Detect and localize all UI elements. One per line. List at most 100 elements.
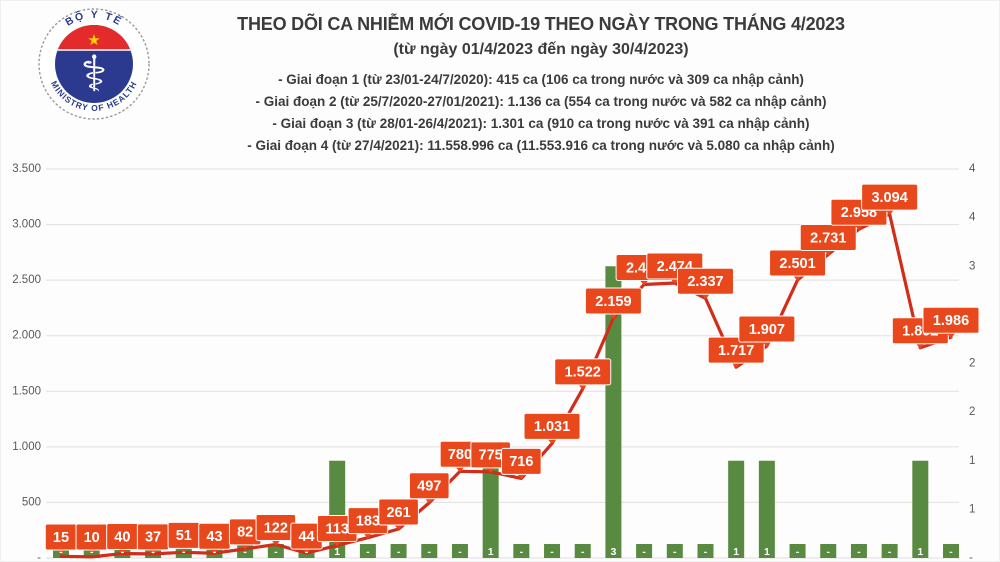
cases-label-day-16: 716 bbox=[509, 454, 533, 470]
bar-day-15 bbox=[482, 460, 499, 558]
cases-label-day-26: 2.731 bbox=[810, 230, 846, 246]
bar-label-day-4: - bbox=[151, 546, 155, 558]
bar-label-day-22: - bbox=[704, 546, 708, 558]
label-box-day-13 bbox=[408, 472, 450, 500]
cases-label-day-19: 2.159 bbox=[595, 294, 631, 310]
bar-day-20 bbox=[636, 544, 653, 558]
bar-label-day-2: - bbox=[90, 546, 94, 558]
cases-label-day-23: 1.717 bbox=[718, 343, 754, 359]
cases-label-day-22: 2.337 bbox=[687, 274, 723, 290]
bar-label-day-21: - bbox=[673, 546, 677, 558]
bar-label-day-30: - bbox=[949, 546, 953, 558]
bar-label-day-15: 1 bbox=[488, 546, 494, 558]
cases-label-day-17: 1.031 bbox=[534, 419, 570, 435]
bar-label-day-9: - bbox=[305, 546, 309, 558]
bar-label-day-17: - bbox=[550, 546, 554, 558]
bar-day-28 bbox=[881, 544, 898, 558]
phase-4-line: - Giai đoạn 4 (từ 27/4/2021): 11.558.996… bbox=[247, 138, 835, 153]
left-axis-tick: 3.500 bbox=[12, 163, 41, 175]
chart-header: THEO DÕI CA NHIỄM MỚI COVID-19 THEO NGÀY… bbox=[91, 1, 991, 157]
bar-label-day-7: - bbox=[243, 546, 247, 558]
left-axis-tick: 2.000 bbox=[12, 330, 41, 342]
label-box-day-22 bbox=[676, 267, 734, 295]
label-box-day-24 bbox=[738, 315, 796, 343]
bar-label-day-26: - bbox=[826, 546, 830, 558]
bar-label-day-16: - bbox=[520, 546, 524, 558]
bar-label-day-28: - bbox=[888, 546, 892, 558]
cases-label-day-8: 122 bbox=[264, 520, 288, 536]
bar-label-day-29: 1 bbox=[917, 546, 923, 558]
cases-label-day-1: 15 bbox=[53, 530, 69, 546]
bar-label-day-20: - bbox=[642, 546, 646, 558]
bar-label-day-10: 1 bbox=[334, 546, 340, 558]
bar-label-day-18: - bbox=[581, 546, 585, 558]
phase-1-line: - Giai đoạn 1 (từ 23/01-24/7/2020): 415 … bbox=[278, 72, 804, 87]
right-axis-tick: 1 bbox=[969, 455, 975, 467]
bar-day-23 bbox=[728, 460, 745, 558]
bar-label-day-5: - bbox=[182, 546, 186, 558]
phase-2-line: - Giai đoạn 2 (từ 25/7/2020-27/01/2021):… bbox=[255, 94, 827, 109]
label-box-day-18 bbox=[554, 358, 612, 386]
label-box-day-30 bbox=[922, 306, 980, 334]
label-box-day-26 bbox=[799, 223, 857, 251]
label-box-day-23 bbox=[707, 336, 765, 364]
cases-label-day-10: 113 bbox=[326, 521, 349, 537]
label-box-day-28 bbox=[861, 183, 919, 211]
bar-day-22 bbox=[697, 544, 714, 558]
bar-label-day-1: - bbox=[59, 546, 63, 558]
star-icon: ★ bbox=[87, 32, 100, 49]
cases-label-day-30: 1.986 bbox=[933, 313, 969, 329]
staff-of-asclepius-icon: ⚕ bbox=[80, 45, 107, 103]
bar-day-16 bbox=[513, 544, 530, 558]
ministry-of-health-logo: ★ ⚕ BỘ Y TẾ MINISTRY OF HEALTH bbox=[37, 7, 151, 121]
cases-label-day-3: 40 bbox=[114, 529, 130, 545]
bar-day-13 bbox=[421, 544, 438, 558]
bar-day-30 bbox=[943, 544, 960, 558]
cases-label-day-18: 1.522 bbox=[565, 365, 601, 381]
bar-day-8 bbox=[267, 544, 284, 558]
right-axis-tick: 4 bbox=[969, 163, 976, 175]
bar-label-day-23: 1 bbox=[733, 546, 739, 558]
bar-day-19 bbox=[605, 266, 622, 558]
bar-day-26 bbox=[820, 544, 837, 558]
bar-day-11 bbox=[359, 544, 376, 558]
right-axis-tick: - bbox=[969, 552, 973, 562]
bar-day-21 bbox=[666, 544, 683, 558]
label-box-day-19 bbox=[584, 287, 642, 315]
logo-red-band bbox=[57, 25, 131, 50]
left-axis-tick: 1.000 bbox=[12, 441, 41, 453]
left-axis-tick: 500 bbox=[22, 496, 41, 508]
cases-label-day-13: 497 bbox=[417, 479, 441, 495]
bar-label-day-12: - bbox=[397, 546, 401, 558]
phase-summary-list: - Giai đoạn 1 (từ 23/01-24/7/2020): 415 … bbox=[91, 69, 991, 157]
label-box-day-17 bbox=[523, 412, 581, 440]
bar-label-day-11: - bbox=[366, 546, 370, 558]
bar-label-day-14: - bbox=[458, 546, 462, 558]
bar-day-14 bbox=[451, 544, 468, 558]
page-title: THEO DÕI CA NHIỄM MỚI COVID-19 THEO NGÀY… bbox=[237, 14, 845, 34]
bar-day-18 bbox=[574, 544, 591, 558]
cases-label-day-25: 2.501 bbox=[779, 256, 815, 272]
bar-label-day-24: 1 bbox=[764, 546, 770, 558]
cases-label-day-2: 10 bbox=[84, 530, 100, 546]
logo-svg: ★ ⚕ BỘ Y TẾ MINISTRY OF HEALTH bbox=[38, 8, 150, 120]
label-box-day-25 bbox=[769, 249, 827, 277]
label-box-day-12 bbox=[378, 498, 419, 526]
left-axis-tick: 1.500 bbox=[12, 385, 41, 397]
right-axis-tick: 2 bbox=[969, 406, 975, 418]
left-axis-tick: 2.500 bbox=[12, 274, 41, 286]
cases-label-day-9: 44 bbox=[298, 529, 314, 545]
bar-label-day-27: - bbox=[857, 546, 861, 558]
left-axis-tick: 3.000 bbox=[12, 219, 41, 231]
bar-day-17 bbox=[544, 544, 561, 558]
left-axis-tick: - bbox=[37, 552, 41, 562]
right-axis-tick: 2 bbox=[969, 358, 975, 370]
bar-day-24 bbox=[758, 460, 775, 558]
bar-day-12 bbox=[390, 544, 407, 558]
bar-label-day-6: - bbox=[213, 546, 217, 558]
label-box-day-16 bbox=[501, 447, 542, 475]
cases-label-day-12: 261 bbox=[386, 505, 410, 521]
bar-day-29 bbox=[912, 460, 929, 558]
